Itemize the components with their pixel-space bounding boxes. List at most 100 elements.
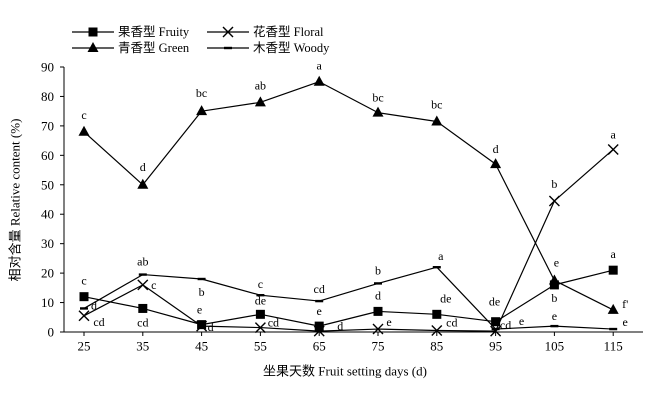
y-tick-label-60: 60 xyxy=(41,148,54,163)
woody-label-55: c xyxy=(258,277,263,291)
green-label-65: a xyxy=(317,59,323,73)
floral-point-85 xyxy=(431,325,443,337)
fruity-point-65 xyxy=(314,321,324,331)
fruity-series-line xyxy=(83,269,614,327)
floral-point-25 xyxy=(78,310,90,322)
x-marker-stroke xyxy=(78,310,90,322)
triangle-marker-shape xyxy=(78,125,90,136)
y-tick-label-50: 50 xyxy=(41,177,54,192)
triangle-marker-shape xyxy=(137,178,149,189)
legend-label-fruity: 果香型 Fruity xyxy=(118,25,190,39)
fruity-label-65: e xyxy=(317,304,322,318)
floral-point-105 xyxy=(548,195,560,207)
woody-label-115: e xyxy=(623,315,628,329)
x-marker-icon xyxy=(222,26,234,38)
floral-label-55: cd xyxy=(268,316,279,330)
green-point-115 xyxy=(607,303,619,314)
green-point-65 xyxy=(313,75,325,86)
green-point-35 xyxy=(137,178,149,189)
green-label-45: bc xyxy=(196,86,207,100)
triangle-marker-shape xyxy=(372,106,384,117)
floral-point-65 xyxy=(313,325,325,337)
woody-label-25: d xyxy=(91,298,97,312)
fruity-label-45: e xyxy=(197,303,202,317)
green-point-45 xyxy=(196,105,208,116)
green-label-105: e xyxy=(554,255,559,269)
x-tick-label-105: 105 xyxy=(545,339,565,354)
floral-label-85: cd xyxy=(446,316,457,330)
x-axis-title: 坐果天数 Fruit setting days (d) xyxy=(263,364,427,379)
series-lines xyxy=(83,81,614,332)
green-label-55: ab xyxy=(255,78,266,92)
square-marker-shape xyxy=(373,306,383,316)
legend-item-fruity: 果香型 Fruity xyxy=(72,25,190,39)
y-tick-label-90: 90 xyxy=(41,60,54,75)
triangle-marker-shape xyxy=(431,115,443,126)
triangle-marker-shape xyxy=(607,303,619,314)
fruity-point-115 xyxy=(608,265,618,275)
legend-item-green: 青香型 Green xyxy=(72,41,190,55)
floral-label-45: d xyxy=(208,320,214,334)
triangle-marker-icon xyxy=(87,42,99,52)
y-tick-label-30: 30 xyxy=(41,236,54,251)
woody-label-65: cd xyxy=(314,282,325,296)
fruity-label-25: c xyxy=(81,274,86,288)
fruity-point-55 xyxy=(255,309,265,319)
green-point-75 xyxy=(372,106,384,117)
fruity-label-35: cd xyxy=(137,315,148,329)
floral-label-65: d xyxy=(337,319,343,333)
woody-series-line xyxy=(83,266,614,330)
fruity-label-105: b xyxy=(551,291,557,305)
floral-point-95 xyxy=(490,325,502,337)
floral-point-55 xyxy=(254,322,266,334)
fruity-label-85: de xyxy=(440,291,451,305)
green-point-85 xyxy=(431,115,443,126)
x-tick-label-95: 95 xyxy=(489,339,502,354)
green-label-35: d xyxy=(140,160,146,174)
x-tick-label-85: 85 xyxy=(430,339,443,354)
square-marker-shape xyxy=(197,320,207,330)
x-marker-stroke xyxy=(222,26,234,38)
floral-point-75 xyxy=(372,323,384,335)
y-tick-label-40: 40 xyxy=(41,207,54,222)
green-point-55 xyxy=(254,96,266,107)
x-marker-stroke xyxy=(372,323,384,335)
triangle-marker-shape xyxy=(254,96,266,107)
square-marker-shape xyxy=(88,27,98,37)
x-marker-stroke xyxy=(607,143,619,155)
woody-label-105: e xyxy=(552,309,557,323)
green-label-25: c xyxy=(81,108,86,122)
floral-label-25: cd xyxy=(93,315,104,329)
legend: 果香型 Fruity 花香型 Floral 青香型 Green 木香型 Woody xyxy=(72,24,330,55)
x-marker-stroke xyxy=(490,325,502,337)
fruity-point-95 xyxy=(491,317,501,327)
legend-item-woody: 木香型 Woody xyxy=(207,41,330,55)
x-tick-label-65: 65 xyxy=(313,339,326,354)
floral-label-35: c xyxy=(151,278,156,292)
fruity-label-95: de xyxy=(489,295,500,309)
fruity-point-35 xyxy=(138,303,148,313)
x-marker-stroke xyxy=(254,322,266,334)
green-label-75: bc xyxy=(372,91,383,105)
fruity-point-105 xyxy=(549,280,559,290)
x-marker-stroke xyxy=(137,279,149,291)
floral-series-line xyxy=(83,148,614,332)
square-marker-shape xyxy=(79,292,89,302)
floral-point-115 xyxy=(607,143,619,155)
woody-label-35: ab xyxy=(137,255,148,269)
square-marker-shape xyxy=(432,309,442,319)
x-tick-label-25: 25 xyxy=(78,339,91,354)
x-marker-stroke xyxy=(548,195,560,207)
green-point-105 xyxy=(548,274,560,285)
square-marker-shape xyxy=(138,303,148,313)
square-marker-icon xyxy=(88,27,98,37)
legend-label-green: 青香型 Green xyxy=(118,41,190,55)
fruity-point-85 xyxy=(432,309,442,319)
green-label-85: bc xyxy=(431,97,442,111)
floral-point-45 xyxy=(196,320,208,332)
x-tick-label-45: 45 xyxy=(195,339,208,354)
y-tick-label-80: 80 xyxy=(41,89,54,104)
green-point-25 xyxy=(78,125,90,136)
triangle-marker-shape xyxy=(490,158,502,169)
